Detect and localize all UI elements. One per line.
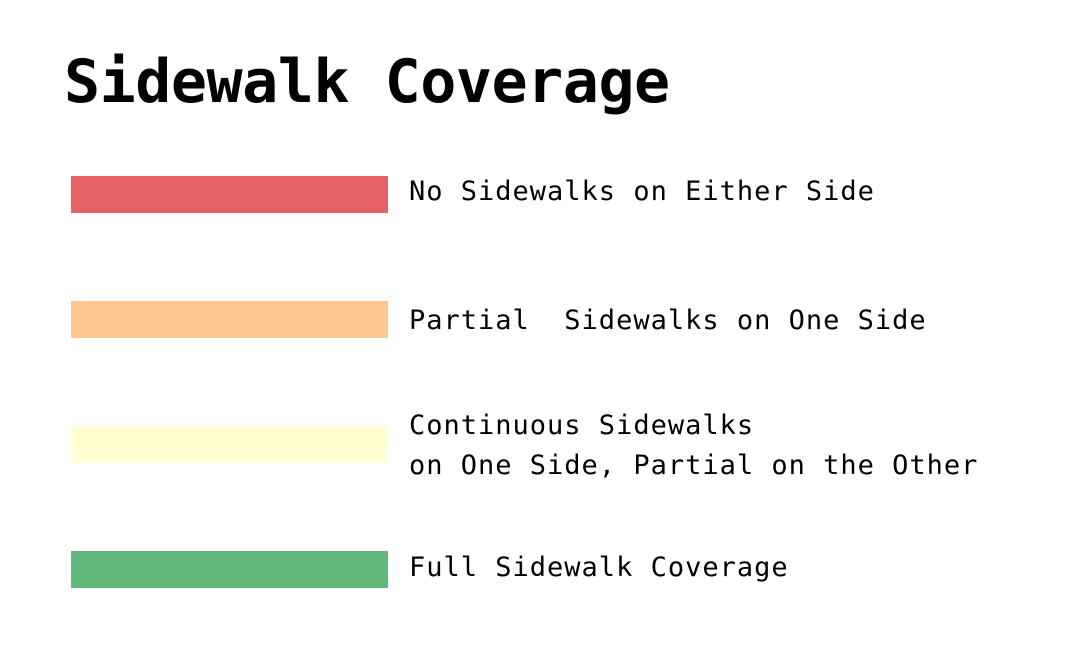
- legend-item-continuous-one-side: Continuous Sidewalks on One Side, Partia…: [71, 404, 1031, 504]
- legend-swatch-continuous-one-side: [71, 426, 388, 463]
- legend-title: Sidewalk Coverage: [64, 47, 670, 117]
- legend-swatch-partial-one-side: [71, 301, 388, 338]
- legend-item-partial-one-side: Partial Sidewalks on One Side: [71, 296, 1031, 396]
- legend-label-full-coverage: Full Sidewalk Coverage: [409, 552, 789, 583]
- legend-swatch-no-sidewalks: [71, 176, 388, 213]
- legend-item-no-sidewalks: No Sidewalks on Either Side: [71, 170, 1031, 270]
- legend-item-full-coverage: Full Sidewalk Coverage: [71, 546, 1031, 646]
- legend-label-partial-one-side: Partial Sidewalks on One Side: [409, 305, 927, 336]
- legend-label-continuous-one-side: Continuous Sidewalks: [409, 410, 755, 441]
- legend-label-continuous-one-side-line2: on One Side, Partial on the Other: [409, 450, 979, 481]
- legend-swatch-full-coverage: [71, 551, 388, 588]
- legend-label-no-sidewalks: No Sidewalks on Either Side: [409, 176, 875, 207]
